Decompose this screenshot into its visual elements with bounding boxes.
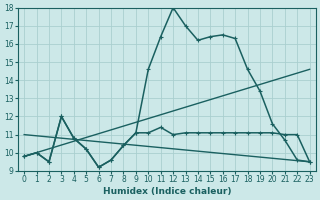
X-axis label: Humidex (Indice chaleur): Humidex (Indice chaleur): [103, 187, 231, 196]
